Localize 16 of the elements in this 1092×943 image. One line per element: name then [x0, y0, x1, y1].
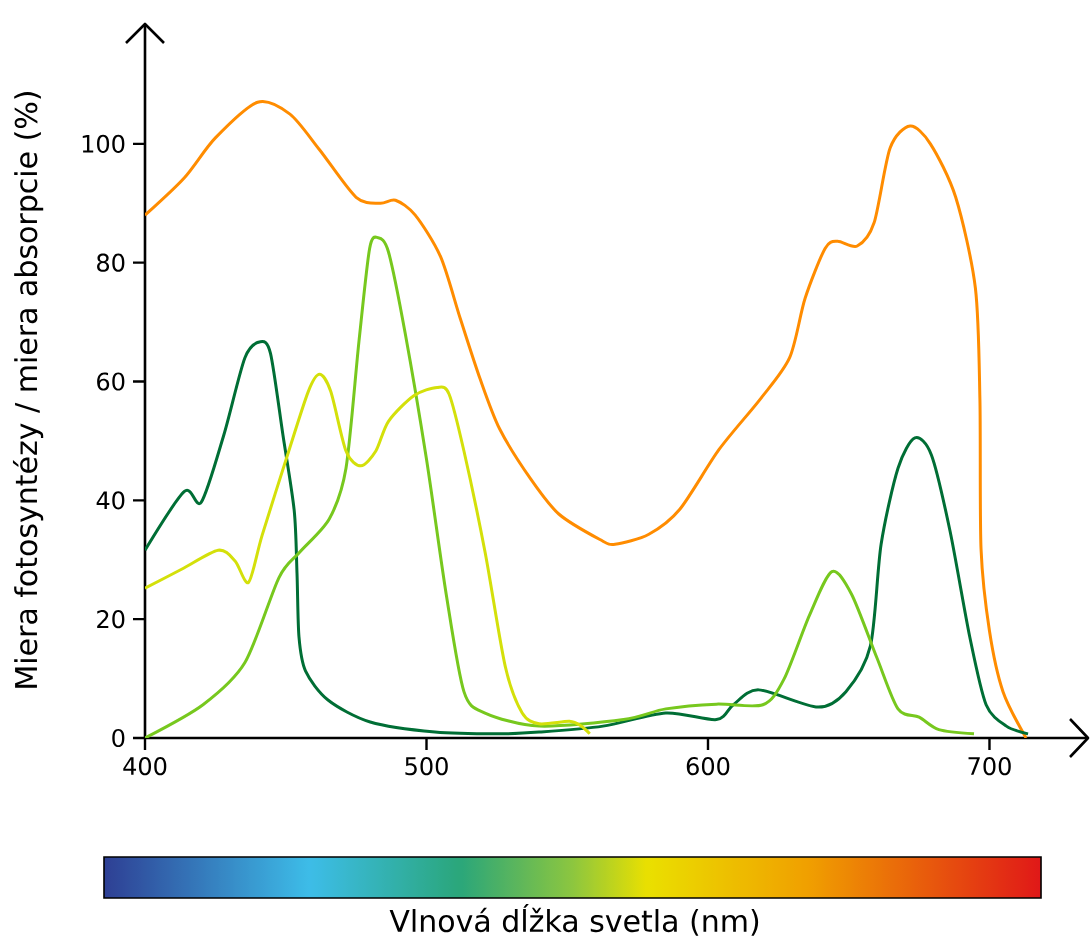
x-tick-label: 600 — [686, 757, 730, 776]
line-series — [145, 340, 1030, 736]
y-tick-label: 60 — [97, 372, 125, 391]
line-series — [145, 372, 592, 736]
y-tick-label: 20 — [97, 610, 125, 629]
x-axis-title: Vlnová dĺžka svetla (nm) — [389, 903, 759, 936]
x-tick-label: 500 — [405, 757, 448, 776]
y-tick-label: 80 — [97, 253, 125, 272]
line-series — [145, 236, 976, 738]
y-tick-label: 0 — [112, 728, 125, 748]
x-tick-label: 400 — [123, 757, 167, 776]
line-series — [145, 100, 1028, 738]
y-tick-label: 100 — [82, 134, 125, 153]
y-axis-title: Miera fotosyntézy / miera absorpcie (%) — [12, 92, 44, 688]
x-tick-label: 700 — [968, 757, 1011, 776]
y-tick-label: 40 — [96, 491, 125, 510]
